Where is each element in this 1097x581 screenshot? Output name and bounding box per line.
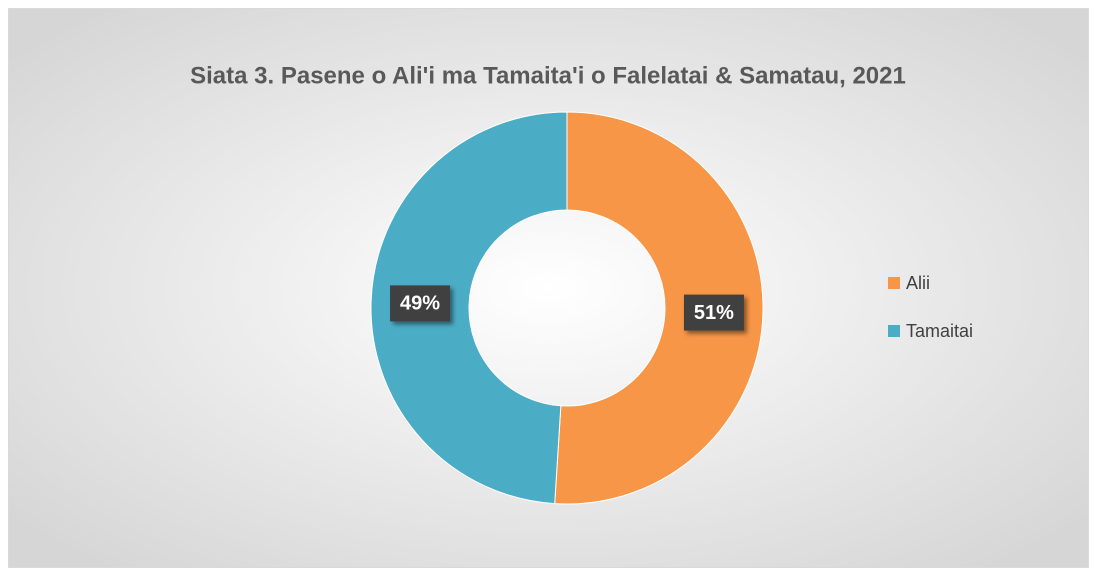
legend-swatch (888, 277, 900, 289)
data-label-box (390, 285, 451, 322)
legend-label: Tamaitai (906, 321, 973, 341)
chart-title: Siata 3. Pasene o Ali'i ma Tamaita'i o F… (190, 62, 906, 89)
slice (554, 111, 764, 505)
slice (370, 111, 568, 505)
data-label: 51% (694, 302, 734, 324)
data-label: 49% (400, 293, 440, 315)
data-label-box (683, 294, 744, 331)
legend-label: Alii (906, 273, 930, 293)
legend-swatch (888, 325, 900, 337)
